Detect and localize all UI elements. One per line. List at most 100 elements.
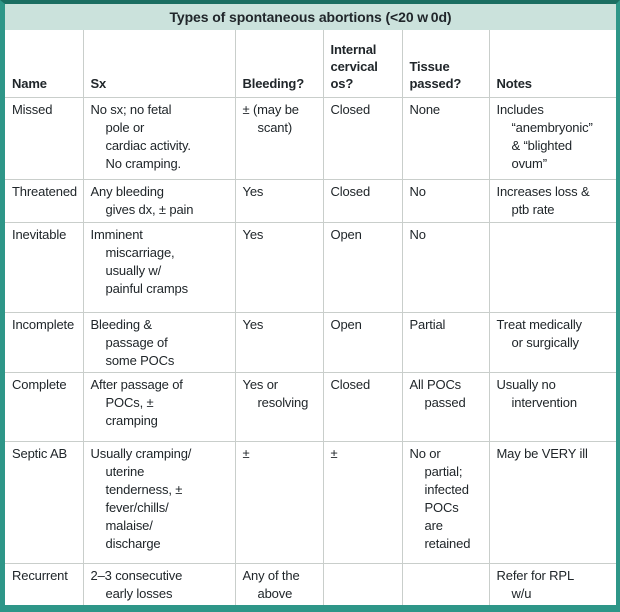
table-cell: Includes “anembryonic” & “blighted ovum” xyxy=(489,96,616,179)
cell-text: Open xyxy=(330,316,362,332)
cell-text: Imminent miscarriage, usually w/ painful… xyxy=(90,226,189,296)
cell-text: Treat medically or surgically xyxy=(496,316,583,350)
table-cell xyxy=(402,562,490,605)
cell-text: Yes xyxy=(242,183,264,199)
table-cell: ± (may be scant) xyxy=(235,96,324,179)
table-cell: Open xyxy=(323,221,403,312)
table-row-recurrent: Recurrent 2–3 consecutive early losses A… xyxy=(5,562,616,605)
cell-text: Threatened xyxy=(12,183,77,199)
cell-text: Recurrent xyxy=(12,567,68,583)
table-cell: May be VERY ill xyxy=(489,440,616,563)
header-row: Name Sx Bleeding? Internal cervical os? … xyxy=(5,30,616,97)
cell-text: Open xyxy=(330,226,362,242)
table-cell: Yes xyxy=(235,178,324,222)
table-cell: Open xyxy=(323,311,403,372)
table-cell: No or partial; infected POCs are retaine… xyxy=(402,440,490,563)
table-cell: Septic AB xyxy=(5,440,84,563)
table-cell: Refer for RPL w/u xyxy=(489,562,616,605)
table-cell: Inevitable xyxy=(5,221,84,312)
table-cell: Yes xyxy=(235,221,324,312)
table-cell: None xyxy=(402,96,490,179)
table-cell: No sx; no fetal pole or cardiac activity… xyxy=(83,96,236,179)
table-cell: Treat medically or surgically xyxy=(489,311,616,372)
column-header-internal-os: Internal cervical os? xyxy=(323,30,403,97)
table-cell: Any of the above xyxy=(235,562,324,605)
cell-text: May be VERY ill xyxy=(496,445,588,461)
table-cell: ± xyxy=(323,440,403,563)
table-cell: ± xyxy=(235,440,324,563)
cell-text: Closed xyxy=(330,376,371,392)
table-row-complete: Complete After passage of POCs, ± crampi… xyxy=(5,371,616,441)
cell-text: Increases loss & ptb rate xyxy=(496,183,590,217)
table-cell: Usually no intervention xyxy=(489,371,616,441)
table-cell: After passage of POCs, ± cramping xyxy=(83,371,236,441)
cell-text: Septic AB xyxy=(12,445,68,461)
cell-text: ± xyxy=(330,445,338,461)
table-row-threatened: Threatened Any bleeding gives dx, ± pain… xyxy=(5,178,616,222)
column-header-label: Sx xyxy=(90,75,107,91)
cell-text: Partial xyxy=(409,316,446,332)
column-header-sx: Sx xyxy=(83,30,236,97)
table-cell: Missed xyxy=(5,96,84,179)
table-cell xyxy=(489,221,616,312)
table-row-septic-ab: Septic AB Usually cramping/ uterine tend… xyxy=(5,440,616,563)
column-header-label: Notes xyxy=(496,75,533,91)
cell-text: Incomplete xyxy=(12,316,75,332)
table-cell: Partial xyxy=(402,311,490,372)
cell-text: No xyxy=(409,183,426,199)
cell-text: Closed xyxy=(330,183,371,199)
cell-text: Yes xyxy=(242,226,264,242)
cell-text: Any of the above xyxy=(242,567,300,601)
table-cell: 2–3 consecutive early losses xyxy=(83,562,236,605)
table-cell: Incomplete xyxy=(5,311,84,372)
table-cell: Closed xyxy=(323,96,403,179)
table-cell: Closed xyxy=(323,178,403,222)
column-header-label: Tissue passed? xyxy=(409,58,462,91)
table-cell: Increases loss & ptb rate xyxy=(489,178,616,222)
cell-text: Includes “anembryonic” & “blighted ovum” xyxy=(496,101,593,171)
cell-text: No or partial; infected POCs are retaine… xyxy=(409,445,471,551)
table-row-incomplete: Incomplete Bleeding & passage of some PO… xyxy=(5,311,616,372)
cell-text: All POCs passed xyxy=(409,376,466,410)
table-cell: Usually cramping/ uterine tenderness, ± … xyxy=(83,440,236,563)
table-cell: Recurrent xyxy=(5,562,84,605)
cell-text: Any bleeding gives dx, ± pain xyxy=(90,183,194,217)
cell-text: Usually no intervention xyxy=(496,376,578,410)
table-cell: Threatened xyxy=(5,178,84,222)
cell-text: Missed xyxy=(12,101,53,117)
cell-text: No sx; no fetal pole or cardiac activity… xyxy=(90,101,192,171)
table-cell: Complete xyxy=(5,371,84,441)
cell-text: After passage of POCs, ± cramping xyxy=(90,376,183,428)
table-cell: No xyxy=(402,178,490,222)
cell-text: Refer for RPL w/u xyxy=(496,567,575,601)
table-row-missed: Missed No sx; no fetal pole or cardiac a… xyxy=(5,96,616,179)
cell-text: No xyxy=(409,226,426,242)
table-cell: Any bleeding gives dx, ± pain xyxy=(83,178,236,222)
column-header-label: Name xyxy=(12,75,47,91)
table-title: Types of spontaneous abortions (<20 w 0d… xyxy=(5,4,616,30)
table-cell: Bleeding & passage of some POCs xyxy=(83,311,236,372)
column-header-name: Name xyxy=(5,30,84,97)
cell-text: ± xyxy=(242,445,250,461)
table-cell: All POCs passed xyxy=(402,371,490,441)
cell-text: 2–3 consecutive early losses xyxy=(90,567,183,601)
column-header-label: Bleeding? xyxy=(242,75,305,91)
column-header-bleeding: Bleeding? xyxy=(235,30,324,97)
cell-text: Yes xyxy=(242,316,264,332)
table-row-inevitable: Inevitable Imminent miscarriage, usually… xyxy=(5,221,616,312)
column-header-label: Internal cervical os? xyxy=(330,41,378,91)
cell-text: Yes or resolving xyxy=(242,376,309,410)
cell-text: Closed xyxy=(330,101,371,117)
cell-text: Bleeding & passage of some POCs xyxy=(90,316,175,368)
table-cell: No xyxy=(402,221,490,312)
cell-text: Usually cramping/ uterine tenderness, ± … xyxy=(90,445,192,551)
abortion-types-table: Name Sx Bleeding? Internal cervical os? … xyxy=(5,30,616,605)
table-cell: Yes xyxy=(235,311,324,372)
table-cell: Imminent miscarriage, usually w/ painful… xyxy=(83,221,236,312)
cell-text: Complete xyxy=(12,376,67,392)
table-cell xyxy=(323,562,403,605)
table-cell: Closed xyxy=(323,371,403,441)
column-header-tissue-passed: Tissue passed? xyxy=(402,30,490,97)
table-cell: Yes or resolving xyxy=(235,371,324,441)
